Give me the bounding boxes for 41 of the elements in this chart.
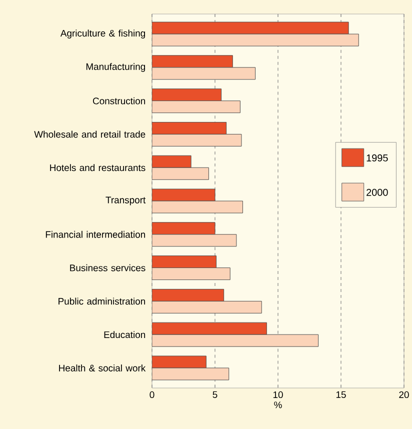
x-tick-label: 5 bbox=[212, 391, 218, 398]
bar bbox=[152, 55, 233, 68]
bar bbox=[152, 334, 318, 347]
bar bbox=[152, 67, 256, 80]
y-tick-label: Public administration bbox=[58, 298, 145, 305]
bar bbox=[152, 268, 230, 280]
bar bbox=[152, 100, 240, 114]
y-tick-label: Business services bbox=[70, 264, 146, 272]
bar bbox=[152, 134, 242, 146]
x-tick-label: 0 bbox=[150, 391, 154, 398]
bar bbox=[152, 322, 267, 335]
y-tick-label: Financial intermediation bbox=[46, 230, 145, 238]
y-tick-label: Education bbox=[104, 331, 145, 338]
bar bbox=[152, 167, 209, 180]
bar bbox=[152, 368, 229, 380]
bar bbox=[152, 34, 359, 46]
x-tick-label: 15 bbox=[336, 391, 346, 398]
x-tick-label: 10 bbox=[273, 391, 283, 398]
bar bbox=[152, 300, 262, 314]
bar bbox=[152, 256, 216, 268]
y-tick-label: Health & social work bbox=[58, 364, 146, 372]
x-tick-label: 20 bbox=[398, 391, 409, 398]
legend-label: 2000 bbox=[366, 188, 388, 196]
bar bbox=[152, 188, 216, 202]
bar bbox=[152, 288, 224, 302]
y-tick-label: Construction bbox=[92, 97, 145, 104]
y-tick-label: Manufacturing bbox=[86, 63, 145, 72]
bar bbox=[152, 222, 216, 235]
bar bbox=[152, 22, 349, 34]
y-tick-label: Agriculture & fishing bbox=[60, 30, 145, 38]
bar bbox=[152, 122, 226, 134]
bar bbox=[152, 356, 206, 368]
bar bbox=[152, 155, 192, 168]
y-tick-label: Hotels and restaurants bbox=[50, 164, 146, 172]
bar bbox=[152, 234, 236, 247]
bar bbox=[152, 200, 243, 214]
y-tick-label: Transport bbox=[106, 196, 146, 206]
y-tick-label: Wholesale and retail trade bbox=[34, 130, 145, 138]
x-axis-title: % bbox=[274, 402, 282, 408]
bar bbox=[152, 88, 222, 102]
legend-label: 1995 bbox=[366, 154, 388, 162]
